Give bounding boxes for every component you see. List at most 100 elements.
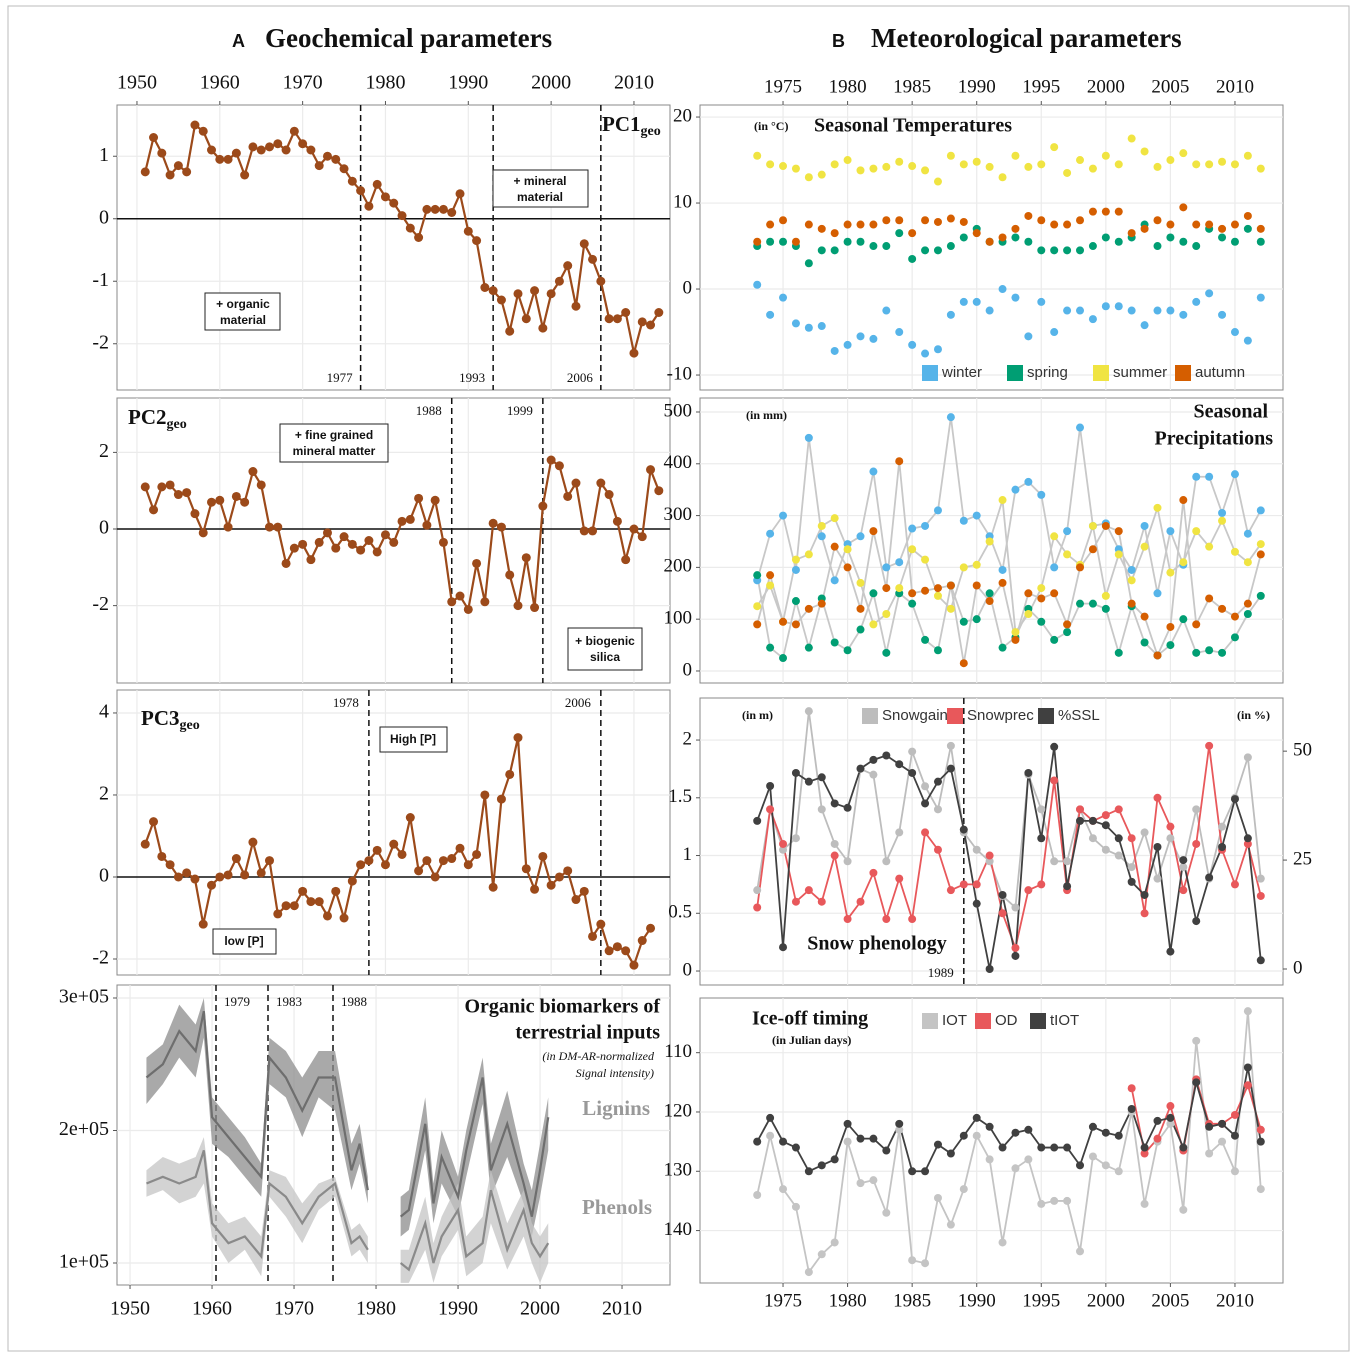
data-point: [1063, 628, 1072, 637]
note-box: [204, 292, 281, 331]
data-point: [817, 246, 826, 255]
annotation: Seasonal Temperatures: [814, 115, 1012, 137]
data-point: [1230, 795, 1239, 804]
data-point: [447, 208, 457, 217]
x-tick-label: 1975: [764, 1290, 802, 1311]
data-point: [779, 1185, 788, 1194]
data-point: [1076, 816, 1085, 825]
data-point: [140, 839, 150, 849]
data-point: [463, 604, 473, 614]
data-point: [1050, 328, 1059, 337]
data-point: [882, 242, 891, 251]
data-point: [1037, 216, 1046, 225]
series-line: [756, 461, 1262, 664]
y-tick-label: 1.5: [668, 786, 692, 807]
data-point: [331, 154, 341, 164]
data-point: [830, 346, 839, 355]
legend-key: [922, 365, 938, 381]
data-point: [1011, 628, 1020, 637]
break-label: 1989: [928, 965, 954, 980]
break-label: 1999: [507, 403, 533, 418]
data-point: [895, 1125, 904, 1134]
data-point: [1218, 648, 1227, 657]
data-point: [1166, 641, 1175, 650]
data-point: [843, 1137, 852, 1146]
legend-label: Snowgain: [882, 707, 948, 724]
data-point: [817, 170, 826, 179]
data-point: [1179, 856, 1188, 865]
data-point: [1088, 315, 1097, 324]
data-point: [438, 537, 448, 547]
data-point: [766, 529, 775, 538]
data-point: [1153, 843, 1162, 852]
data-point: [753, 620, 762, 629]
data-point: [985, 965, 994, 974]
data-point: [985, 162, 994, 171]
data-point: [1101, 604, 1110, 613]
data-point: [646, 320, 656, 330]
y-tick-label: 2: [683, 728, 693, 749]
data-point: [921, 349, 930, 358]
data-point: [281, 145, 291, 155]
data-point: [538, 323, 548, 333]
data-point: [289, 126, 299, 136]
data-point: [1101, 1161, 1110, 1170]
data-point: [779, 845, 788, 854]
data-point: [1230, 612, 1239, 621]
data-point: [588, 526, 598, 536]
data-point: [488, 882, 498, 892]
data-point: [753, 602, 762, 611]
annotation: Seasonal: [1194, 401, 1269, 423]
data-point: [1230, 547, 1239, 556]
data-point: [856, 625, 865, 634]
data-point: [430, 872, 440, 882]
data-point: [1243, 529, 1252, 538]
data-point: [530, 884, 540, 894]
data-point: [804, 777, 813, 786]
data-point: [612, 314, 622, 324]
data-point: [1063, 168, 1072, 177]
data-point: [1140, 1149, 1149, 1158]
legend-label: Snowprec: [967, 707, 1034, 724]
data-point: [356, 186, 366, 196]
data-point: [1179, 237, 1188, 246]
data-point: [1166, 822, 1175, 831]
data-point: [998, 578, 1007, 587]
x-tick-label: 1995: [1022, 76, 1060, 97]
data-point: [1166, 834, 1175, 843]
data-point: [921, 521, 930, 530]
data-point: [791, 834, 800, 843]
data-point: [1088, 545, 1097, 554]
data-point: [1024, 332, 1033, 341]
data-point: [921, 555, 930, 564]
annotation: High [P]: [390, 732, 436, 746]
break-label: 2006: [565, 695, 592, 710]
data-point: [985, 237, 994, 246]
data-point: [1114, 550, 1123, 559]
data-point: [908, 915, 917, 924]
data-point: [1127, 306, 1136, 315]
data-point: [882, 1146, 891, 1155]
data-point: [1050, 1196, 1059, 1205]
data-point: [1243, 839, 1252, 848]
data-point: [856, 237, 865, 246]
data-point: [397, 516, 407, 526]
data-point: [629, 960, 639, 970]
y-tick-label: -10: [667, 363, 692, 384]
data-point: [298, 886, 308, 896]
data-point: [869, 589, 878, 598]
y-tick-label: 0: [683, 277, 693, 298]
data-point: [579, 239, 589, 249]
data-point: [463, 860, 473, 870]
data-point: [505, 570, 515, 580]
data-point: [1011, 233, 1020, 242]
data-point: [1088, 242, 1097, 251]
data-point: [1205, 1122, 1214, 1131]
data-point: [1114, 1131, 1123, 1140]
x-tick-label: 2005: [1151, 76, 1189, 97]
data-point: [753, 1137, 762, 1146]
data-point: [998, 890, 1007, 899]
x-tick-label: 1990: [438, 1298, 478, 1320]
data-point: [1243, 151, 1252, 160]
data-point: [389, 198, 399, 208]
